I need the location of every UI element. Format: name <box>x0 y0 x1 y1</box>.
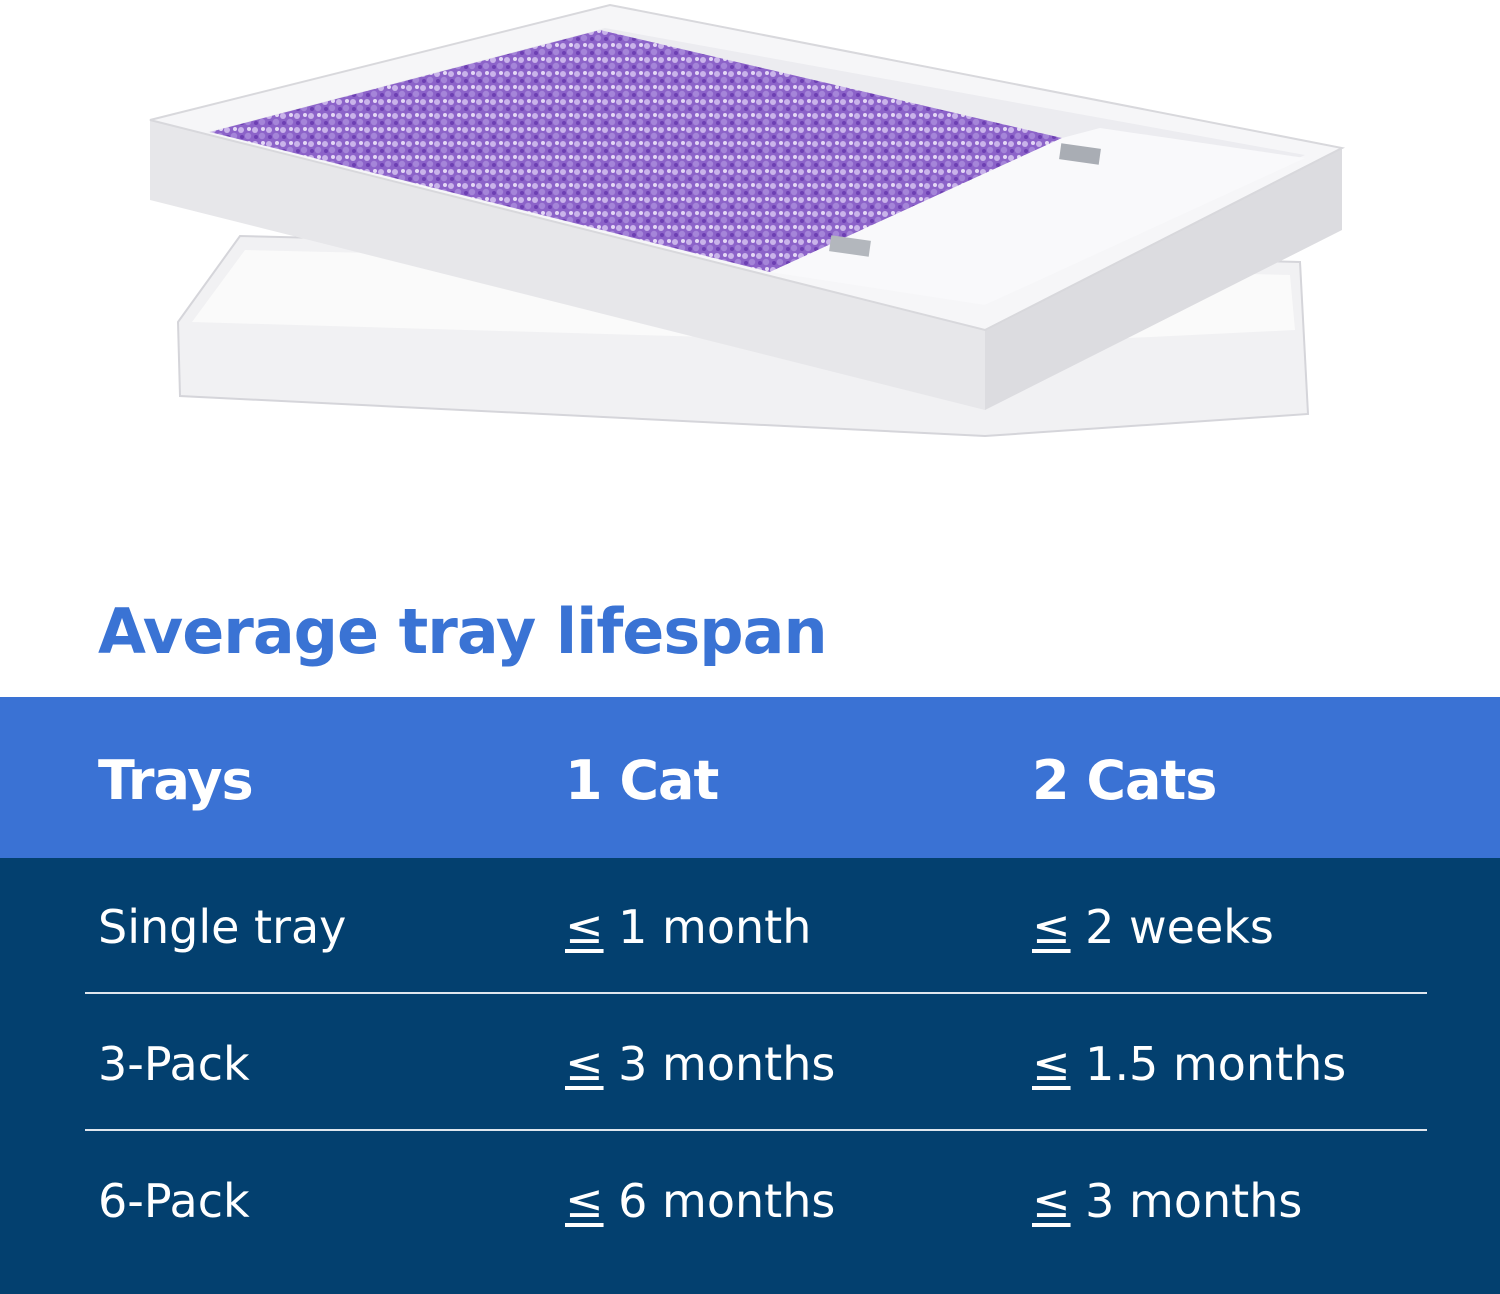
row-divider <box>85 1129 1427 1131</box>
less-equal-symbol: ≤ <box>565 900 604 954</box>
less-equal-symbol: ≤ <box>565 1174 604 1228</box>
table-row: 3-Pack ≤ 3 months ≤ 1.5 months <box>0 995 1500 1131</box>
two-cats-lifespan: ≤ 2 weeks <box>1032 900 1274 954</box>
less-equal-symbol: ≤ <box>1032 1037 1071 1091</box>
tray-type: 6-Pack <box>98 1174 250 1228</box>
less-equal-symbol: ≤ <box>565 1037 604 1091</box>
lifespan-value: 3 months <box>618 1037 836 1091</box>
table-row: Single tray ≤ 1 month ≤ 2 weeks <box>0 858 1500 994</box>
table-row: 6-Pack ≤ 6 months ≤ 3 months <box>0 1132 1500 1268</box>
lifespan-value: 2 weeks <box>1085 900 1274 954</box>
tray-type: 3-Pack <box>98 1037 250 1091</box>
one-cat-lifespan: ≤ 3 months <box>565 1037 835 1091</box>
table-header: Trays 1 Cat 2 Cats <box>0 697 1500 858</box>
two-cats-lifespan: ≤ 3 months <box>1032 1174 1302 1228</box>
table-body: Single tray ≤ 1 month ≤ 2 weeks 3-Pack ≤… <box>0 858 1500 1294</box>
lifespan-value: 6 months <box>618 1174 836 1228</box>
page-title: Average tray lifespan <box>98 595 828 668</box>
two-cats-lifespan: ≤ 1.5 months <box>1032 1037 1346 1091</box>
less-equal-symbol: ≤ <box>1032 1174 1071 1228</box>
lifespan-value: 1.5 months <box>1085 1037 1347 1091</box>
litter-tray-image <box>149 3 1346 438</box>
row-divider <box>85 992 1427 994</box>
one-cat-lifespan: ≤ 6 months <box>565 1174 835 1228</box>
header-2-cats: 2 Cats <box>1032 749 1217 812</box>
less-equal-symbol: ≤ <box>1032 900 1071 954</box>
lifespan-value: 1 month <box>618 900 812 954</box>
litter-crystals <box>210 30 1062 272</box>
header-1-cat: 1 Cat <box>565 749 719 812</box>
header-trays: Trays <box>98 749 254 812</box>
tray-type: Single tray <box>98 900 347 954</box>
lifespan-value: 3 months <box>1085 1174 1303 1228</box>
one-cat-lifespan: ≤ 1 month <box>565 900 811 954</box>
